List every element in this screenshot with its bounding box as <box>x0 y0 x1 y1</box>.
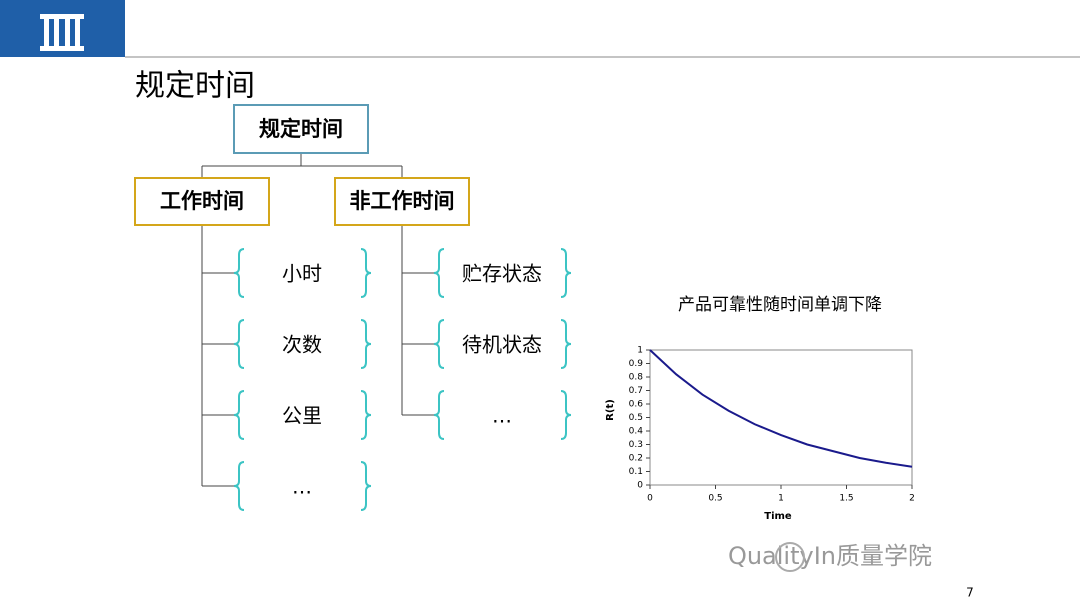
x-tick-label: 0 <box>647 494 653 504</box>
x-axis-label: Time <box>764 511 792 522</box>
branch-label: 非工作时间 <box>350 189 455 213</box>
x-tick-label: 1.5 <box>839 494 853 504</box>
y-tick-label: 0.5 <box>629 413 643 423</box>
brace-right <box>360 319 372 369</box>
leaf-label: … <box>292 475 312 499</box>
tree-connectors <box>201 153 403 178</box>
y-tick-label: 0.4 <box>629 427 644 437</box>
leaf-label: … <box>492 404 512 428</box>
brace-left <box>233 248 245 298</box>
y-tick-label: 0.1 <box>629 467 643 477</box>
logo <box>40 14 84 51</box>
plot-area <box>649 349 913 486</box>
branch-box <box>334 177 470 226</box>
brace-right <box>360 248 372 298</box>
y-axis-label: R(t) <box>605 399 616 421</box>
root-label: 规定时间 <box>259 117 343 141</box>
watermark: QualityIn质量学院 <box>728 542 932 570</box>
chart-title: 产品可靠性随时间单调下降 <box>678 295 882 315</box>
brace-left <box>433 248 445 298</box>
branch-label: 工作时间 <box>160 189 244 213</box>
brace-right <box>360 461 372 511</box>
y-tick-label: 0.2 <box>629 454 643 464</box>
leaf-label: 公里 <box>282 404 322 428</box>
y-tick-label: 0.8 <box>629 373 644 383</box>
x-tick-label: 0.5 <box>708 494 722 504</box>
x-tick-label: 2 <box>909 494 915 504</box>
data-line <box>649 349 913 468</box>
brace-left <box>433 390 445 440</box>
leaf-label: 待机状态 <box>462 333 542 357</box>
y-tick-label: 0.3 <box>629 440 643 450</box>
y-tick-label: 1 <box>637 346 643 356</box>
slide-title: 规定时间 <box>135 69 255 104</box>
watermark-icon <box>775 542 805 572</box>
leaf-label: 贮存状态 <box>462 262 542 286</box>
branch-box <box>134 177 270 226</box>
x-tick-label: 1 <box>778 494 784 504</box>
y-tick-label: 0.6 <box>629 400 644 410</box>
y-tick-label: 0 <box>637 481 643 491</box>
brace-right <box>560 248 572 298</box>
brace-left <box>233 461 245 511</box>
brace-left <box>233 319 245 369</box>
brace-right <box>560 390 572 440</box>
leaf-label: 次数 <box>282 333 322 357</box>
y-tick-label: 0.7 <box>629 386 643 396</box>
page-number: 7 <box>966 586 974 600</box>
y-tick-label: 0.9 <box>629 359 644 369</box>
leaf-label: 小时 <box>282 262 322 286</box>
brace-left <box>433 319 445 369</box>
brace-right <box>560 319 572 369</box>
brace-left <box>233 390 245 440</box>
root-box <box>233 104 369 154</box>
brace-right <box>360 390 372 440</box>
